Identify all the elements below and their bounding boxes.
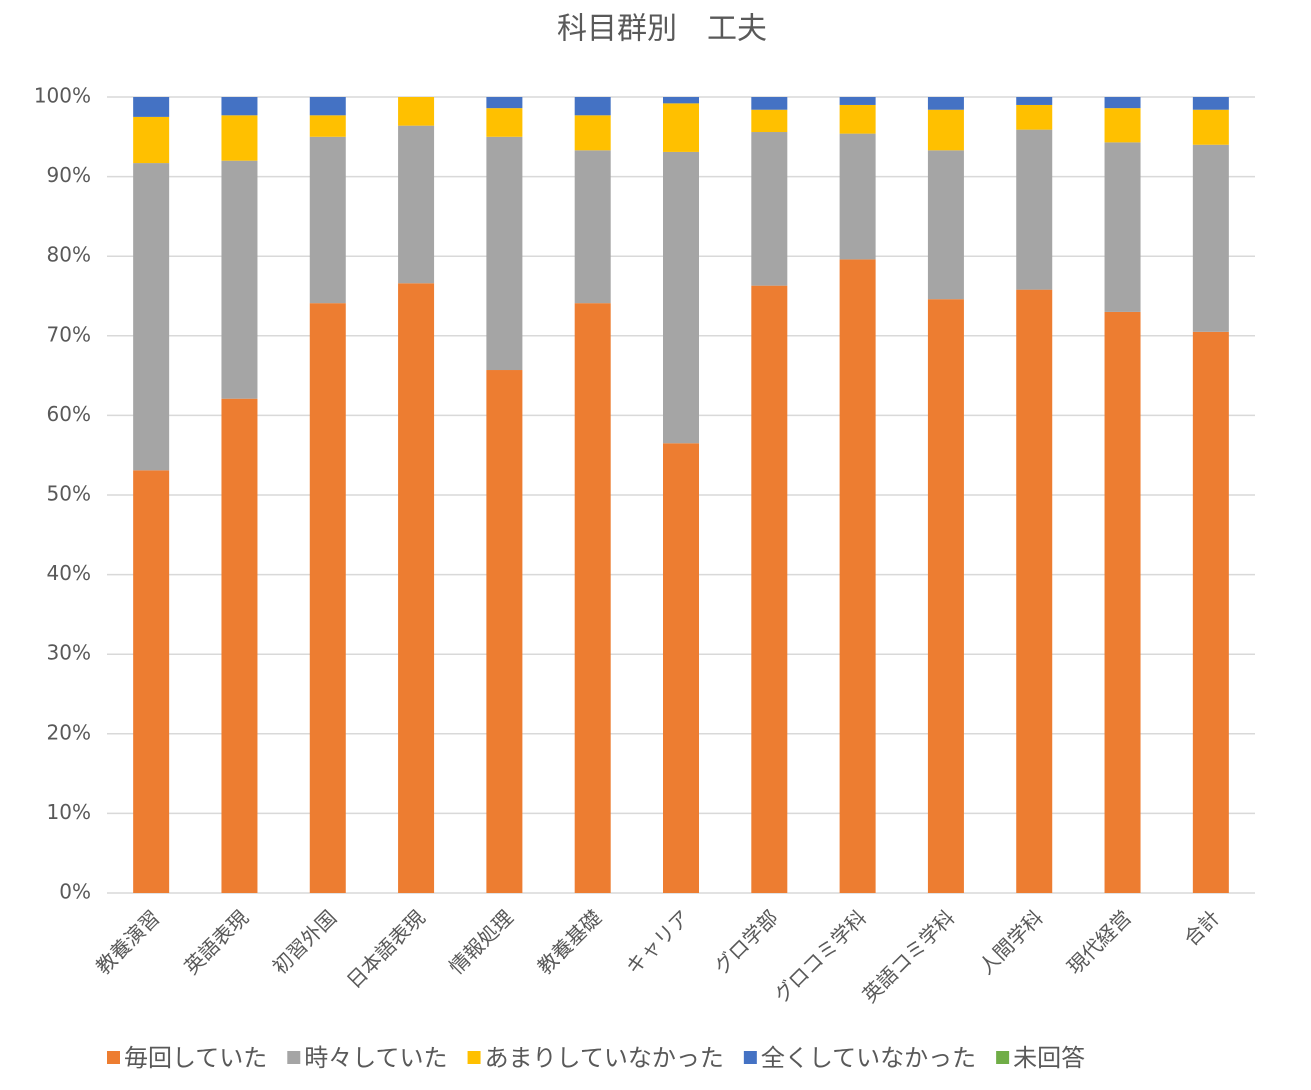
bar-segment xyxy=(1016,129,1053,290)
bar-segment xyxy=(133,97,170,117)
bar-segment xyxy=(663,103,699,152)
x-tick-label: 教養基礎 xyxy=(533,905,607,979)
bar-segment xyxy=(309,97,346,116)
bar-segment xyxy=(927,109,964,151)
chart-title: 科目群別 工夫 xyxy=(557,12,767,47)
bar-segment xyxy=(1104,311,1141,893)
bar-segment xyxy=(1016,104,1053,130)
bar-segment xyxy=(486,370,523,893)
x-tick-label: 英語表現 xyxy=(179,905,253,979)
y-tick-label: 50% xyxy=(47,482,91,506)
legend-swatch xyxy=(107,1051,120,1064)
bar-segment xyxy=(1192,331,1229,893)
bar-segment xyxy=(751,109,788,133)
x-tick-label: 教養演習 xyxy=(91,905,165,979)
y-tick-label: 40% xyxy=(47,561,91,585)
bar-segment xyxy=(663,443,699,893)
bar-segment xyxy=(574,115,611,151)
bar-segment xyxy=(221,115,258,161)
bar-segment xyxy=(751,285,788,894)
legend-swatch xyxy=(287,1051,301,1064)
bar-segment xyxy=(1016,97,1053,105)
bar-segment xyxy=(1104,142,1141,312)
x-tick-label: 現代経営 xyxy=(1062,905,1136,979)
bar-segment xyxy=(309,303,346,893)
bar-segment xyxy=(133,163,170,471)
y-tick-label: 80% xyxy=(47,243,91,267)
bar-segment xyxy=(751,132,788,286)
bar-segment xyxy=(221,160,258,399)
bar-segment xyxy=(398,283,435,893)
bar-segment xyxy=(1104,97,1141,109)
x-tick-label: 日本語表現 xyxy=(342,905,430,993)
y-tick-label: 30% xyxy=(47,641,91,665)
legend-swatch xyxy=(743,1051,757,1064)
bar-segment xyxy=(398,97,435,126)
bar-segment xyxy=(839,259,876,893)
y-tick-label: 20% xyxy=(47,720,91,744)
bar-segment xyxy=(398,125,435,284)
bar-segment xyxy=(1192,109,1229,145)
legend-label: 毎回していた xyxy=(124,1044,267,1072)
bar-segment xyxy=(927,97,964,110)
x-tick-label: グロコミ学科 xyxy=(769,905,871,1007)
legend-swatch xyxy=(996,1051,1010,1064)
bar-segment xyxy=(839,133,876,260)
y-tick-label: 100% xyxy=(34,84,91,108)
x-tick-label: キャリア xyxy=(621,905,695,979)
y-tick-label: 70% xyxy=(47,322,91,346)
bar-segment xyxy=(133,116,170,164)
bar-segment xyxy=(309,115,346,137)
x-tick-label: 合計 xyxy=(1179,905,1224,950)
x-tick-label: 英語コミ学科 xyxy=(858,905,960,1007)
bar-segment xyxy=(927,299,964,894)
legend-label: あまりしていなかった xyxy=(485,1044,724,1072)
bar-segment xyxy=(486,97,523,109)
x-tick-label: 人間学科 xyxy=(974,905,1048,979)
bar-segment xyxy=(309,136,346,304)
bar-segment xyxy=(221,97,258,116)
bar-segment xyxy=(486,108,523,137)
bar-segment xyxy=(1016,289,1053,894)
bar-segment xyxy=(1192,144,1229,332)
legend-label: 未回答 xyxy=(1013,1044,1085,1072)
bar-segment xyxy=(1192,97,1229,110)
y-tick-label: 90% xyxy=(47,163,91,187)
legend-swatch xyxy=(467,1051,481,1064)
x-tick-label: 初習外国 xyxy=(268,905,342,979)
bar-segment xyxy=(133,470,170,893)
legend-label: 全くしていなかった xyxy=(761,1044,976,1072)
bar-segment xyxy=(751,97,788,110)
y-tick-label: 0% xyxy=(59,880,91,904)
x-tick-label: グロ学部 xyxy=(709,905,783,979)
bar-segment xyxy=(574,150,611,304)
bar-segment xyxy=(1104,108,1141,143)
bar-segment xyxy=(486,136,523,371)
y-tick-label: 10% xyxy=(47,800,91,824)
bar-segment xyxy=(663,97,699,104)
legend-label: 時々していた xyxy=(304,1044,447,1072)
bar-segment xyxy=(839,104,876,134)
bar-segment xyxy=(221,398,258,893)
bar-segment xyxy=(574,97,611,116)
bar-segment xyxy=(663,151,699,444)
y-tick-label: 60% xyxy=(47,402,91,426)
bar-segment xyxy=(839,97,876,105)
bar-segment xyxy=(574,303,611,893)
x-tick-label: 情報処理 xyxy=(444,905,518,979)
bar-segment xyxy=(927,150,964,300)
